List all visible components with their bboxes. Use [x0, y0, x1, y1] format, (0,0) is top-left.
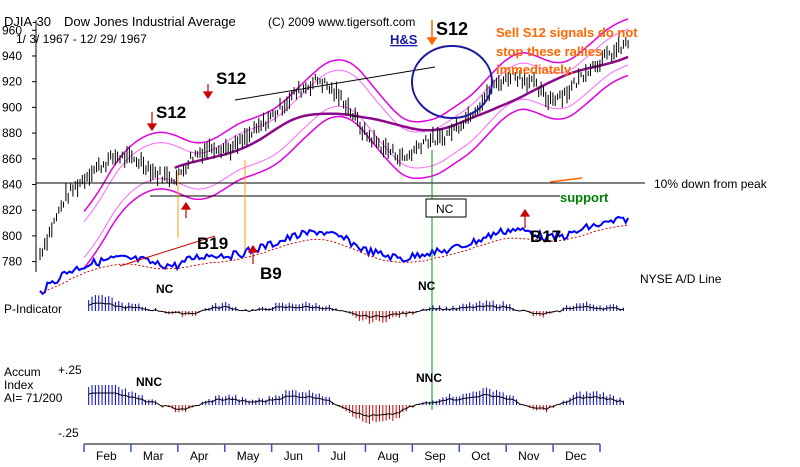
bands-group [83, 18, 629, 269]
label-nnc-2: NNC [416, 371, 442, 385]
nc-box [425, 198, 467, 218]
x-tick-label: Jul [331, 449, 346, 463]
price-group [39, 36, 629, 261]
label-accum-2: Index [4, 378, 33, 392]
label-accum-1: Accum [4, 365, 41, 379]
trend-line [234, 66, 436, 101]
lower-band-outer [83, 74, 629, 269]
header-name: Dow Jones Industrial Average [64, 14, 236, 29]
label-nc-p1: NC [156, 282, 174, 296]
y-tick-label: 820 [2, 203, 22, 217]
label-ai: AI= 71/200 [4, 391, 63, 405]
label-s12-top: S12 [436, 19, 468, 39]
label-s12-mid: S12 [216, 69, 246, 88]
axes [35, 20, 600, 445]
label-b19: B19 [197, 234, 228, 253]
x-tick-label: Apr [190, 449, 209, 463]
x-tick-label: Feb [96, 449, 117, 463]
commentary-line-3: immediately. [496, 62, 574, 77]
y-tick-label: 880 [2, 126, 22, 140]
label-s12-left: S12 [156, 103, 186, 122]
y-tick-label: 960 [2, 23, 22, 37]
x-tick-label: Jun [284, 449, 303, 463]
accum-group [88, 385, 624, 425]
p-indicator-group [88, 295, 624, 324]
upper-band-outer [83, 18, 629, 212]
ad-trend-line [119, 235, 216, 267]
label-nyse-ad: NYSE A/D Line [640, 272, 722, 286]
label-nc-p2: NC [418, 279, 436, 293]
p-indicator-ma [88, 302, 624, 319]
lower-band-inner [83, 64, 629, 259]
header-copyright: (C) 2009 www.tigersoft.com [268, 15, 415, 29]
hs-circle [411, 45, 493, 119]
x-tick-label: Aug [377, 449, 398, 463]
x-ticks: Feb Mar Apr May Jun Jul Aug Sep Oct Nov Dec [83, 444, 601, 463]
x-tick-label: Sep [424, 449, 446, 463]
y-tick-label: 940 [2, 49, 22, 63]
accum-ma [88, 392, 624, 417]
x-tick-label: Dec [565, 449, 586, 463]
y-tick-label: 780 [2, 255, 22, 269]
y-tick-label: 860 [2, 152, 22, 166]
label-b17: B17 [530, 227, 561, 246]
y-tick-label: 800 [2, 229, 22, 243]
label-hs: H&S [390, 32, 418, 47]
commentary-line-2: stop these rallies [496, 44, 602, 59]
label-b9: B9 [260, 264, 282, 283]
label-plus25: +.25 [58, 363, 82, 377]
header-ticker: DJIA-30 [4, 14, 51, 29]
ad-line [39, 215, 629, 296]
y-tick-label: 920 [2, 75, 22, 89]
label-nc-box: NC [436, 202, 454, 216]
y-ticks: 780 800 820 840 860 880 900 920 940 960 [2, 23, 36, 269]
x-tick-label: May [237, 449, 260, 463]
y-tick-label: 840 [2, 177, 22, 191]
label-support: support [560, 190, 609, 205]
upper-band-inner [83, 28, 629, 223]
label-minus25: -.25 [58, 426, 79, 440]
y-tick-label: 900 [2, 100, 22, 114]
label-nnc-1: NNC [136, 375, 162, 389]
x-tick-label: Oct [471, 449, 490, 463]
label-p-indicator: P-Indicator [4, 302, 62, 316]
commentary-line-1: Sell S12 signals do not [496, 25, 638, 40]
label-10pct-down: 10% down from peak [654, 177, 768, 191]
moving-average-line [174, 55, 629, 170]
x-tick-label: Mar [143, 449, 164, 463]
adline-group [39, 215, 629, 296]
header-date-range: 1/ 3/ 1967 - 12/ 29/ 1967 [16, 32, 147, 46]
x-tick-label: Nov [518, 449, 539, 463]
arrow-support [549, 177, 583, 183]
